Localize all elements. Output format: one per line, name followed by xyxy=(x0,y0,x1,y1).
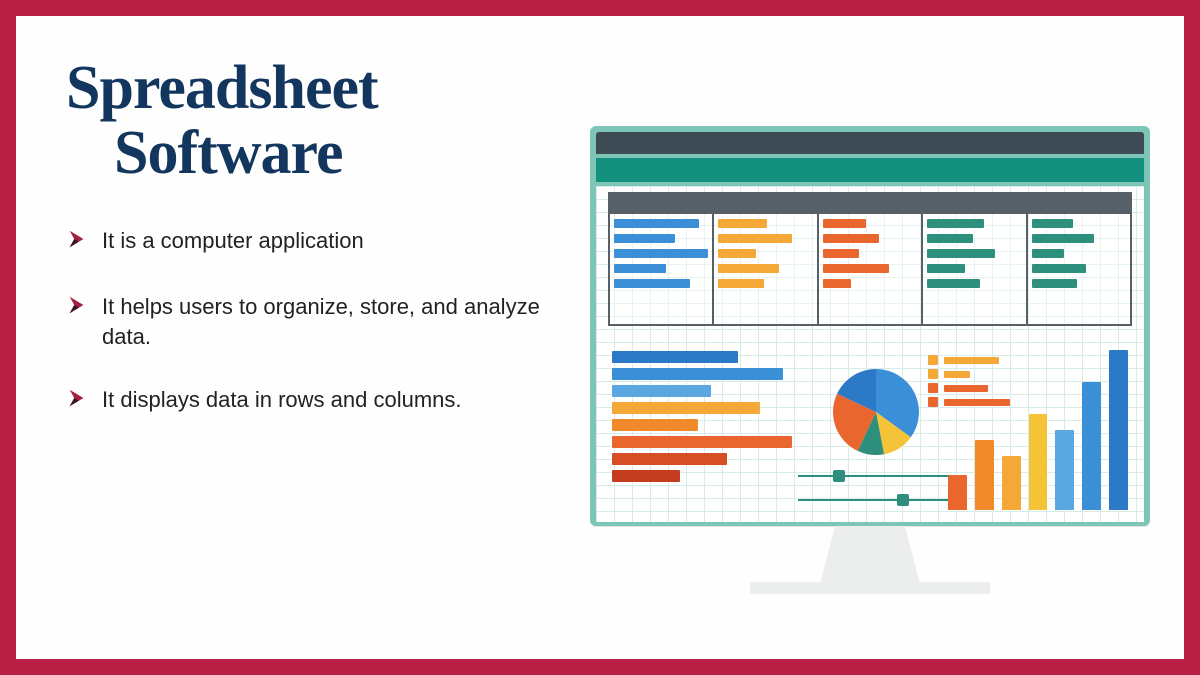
monitor-stand xyxy=(820,526,920,584)
slide-title: Spreadsheet Software xyxy=(66,56,566,186)
table-cell-stripe xyxy=(614,234,675,243)
monitor-titlebar xyxy=(596,132,1144,154)
table-cell-stripe xyxy=(823,249,859,258)
hbar xyxy=(612,436,792,448)
table-cell-stripe xyxy=(823,264,889,273)
slider-track xyxy=(798,499,958,501)
table-cell-stripe xyxy=(927,249,995,258)
slider-group xyxy=(798,469,958,517)
bullet-item: It helps users to organize, store, and a… xyxy=(66,292,566,351)
table-cell-stripe xyxy=(1032,249,1064,258)
column-bar xyxy=(1082,382,1101,510)
table-cell-stripe xyxy=(1032,279,1077,288)
table-column xyxy=(923,194,1027,324)
bullet-list: It is a computer application It helps us… xyxy=(66,226,566,417)
hbar xyxy=(612,402,760,414)
slider-knob xyxy=(897,494,909,506)
table-cell-stripe xyxy=(927,219,984,228)
monitor-bezel xyxy=(590,126,1150,526)
slider xyxy=(798,493,958,507)
title-line-1: Spreadsheet xyxy=(66,54,378,122)
hbar xyxy=(612,368,783,380)
horizontal-bar-chart xyxy=(612,351,792,487)
pie-chart xyxy=(833,369,919,455)
hbar xyxy=(612,453,727,465)
hbar xyxy=(612,385,711,397)
bullet-text: It helps users to organize, store, and a… xyxy=(102,292,566,351)
bullet-arrow-icon xyxy=(66,387,88,417)
bullet-item: It is a computer application xyxy=(66,226,566,258)
data-table xyxy=(608,192,1132,326)
slider xyxy=(798,469,958,483)
table-header-cell xyxy=(714,194,816,214)
legend-swatch xyxy=(928,383,938,393)
spreadsheet-area xyxy=(596,186,1144,522)
column-bar xyxy=(1002,456,1021,510)
column-bar xyxy=(1029,414,1048,510)
slide-inner: Spreadsheet Software It is a computer ap… xyxy=(16,16,1184,659)
bullet-item: It displays data in rows and columns. xyxy=(66,385,566,417)
table-cell-stripe xyxy=(718,234,792,243)
hbar xyxy=(612,351,738,363)
monitor-toolbar xyxy=(596,158,1144,182)
table-cell-stripe xyxy=(927,279,980,288)
table-cell-stripe xyxy=(1032,219,1074,228)
bullet-arrow-icon xyxy=(66,228,88,258)
table-column xyxy=(714,194,818,324)
table-cell-stripe xyxy=(823,219,866,228)
table-column xyxy=(819,194,923,324)
text-column: Spreadsheet Software It is a computer ap… xyxy=(66,56,586,639)
legend-swatch xyxy=(928,355,938,365)
bullet-text: It displays data in rows and columns. xyxy=(102,385,462,415)
column-bar xyxy=(975,440,994,510)
table-cell-stripe xyxy=(614,219,699,228)
hbar xyxy=(612,419,698,431)
table-cell-stripe xyxy=(614,249,708,258)
slider-knob xyxy=(833,470,845,482)
table-cell-stripe xyxy=(718,249,756,258)
table-cell-stripe xyxy=(718,279,763,288)
bullet-arrow-icon xyxy=(66,294,88,324)
table-cell-stripe xyxy=(823,279,851,288)
hbar xyxy=(612,470,680,482)
illustration-column xyxy=(586,56,1154,639)
table-cell-stripe xyxy=(823,234,880,243)
column-bar xyxy=(948,475,967,510)
table-header-cell xyxy=(923,194,1025,214)
table-cell-stripe xyxy=(1032,234,1094,243)
column-bar xyxy=(1055,430,1074,510)
slider-track xyxy=(798,475,958,477)
table-cell-stripe xyxy=(614,279,690,288)
table-header-cell xyxy=(610,194,712,214)
table-cell-stripe xyxy=(927,264,965,273)
table-cell-stripe xyxy=(614,264,666,273)
table-header-cell xyxy=(1028,194,1130,214)
column-chart xyxy=(948,350,1128,510)
table-cell-stripe xyxy=(718,264,778,273)
table-cell-stripe xyxy=(718,219,767,228)
legend-swatch xyxy=(928,369,938,379)
title-line-2: Software xyxy=(66,121,566,186)
charts-area xyxy=(608,339,1132,514)
table-column xyxy=(610,194,714,324)
table-cell-stripe xyxy=(1032,264,1087,273)
table-header-cell xyxy=(819,194,921,214)
table-cell-stripe xyxy=(927,234,972,243)
legend-swatch xyxy=(928,397,938,407)
table-column xyxy=(1028,194,1130,324)
column-bar xyxy=(1109,350,1128,510)
bullet-text: It is a computer application xyxy=(102,226,364,256)
monitor-illustration xyxy=(590,126,1150,594)
